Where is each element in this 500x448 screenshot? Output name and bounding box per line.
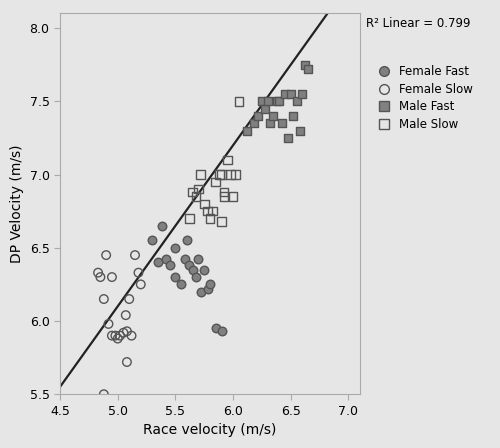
Point <box>204 207 212 215</box>
Point <box>206 281 214 288</box>
Point <box>300 61 308 68</box>
Point <box>123 358 131 366</box>
Point <box>197 288 205 295</box>
Point <box>128 332 136 339</box>
Point <box>298 90 306 98</box>
Point <box>204 285 212 293</box>
Point <box>270 112 278 120</box>
Point <box>275 98 283 105</box>
Point <box>104 320 112 327</box>
Point <box>208 207 216 215</box>
Point <box>154 259 162 266</box>
Point <box>200 200 208 207</box>
Point <box>102 251 110 258</box>
Point <box>112 332 120 339</box>
Point <box>131 251 139 258</box>
Point <box>218 218 226 225</box>
Point <box>254 112 262 120</box>
Point <box>183 237 191 244</box>
Point <box>197 171 205 178</box>
Point <box>284 134 292 142</box>
Point <box>243 127 251 134</box>
Point <box>134 269 142 276</box>
Point <box>273 98 281 105</box>
Point <box>304 65 312 73</box>
Point <box>258 98 266 105</box>
Point <box>200 266 208 273</box>
Point <box>108 273 116 280</box>
Point <box>192 193 200 200</box>
Point <box>116 332 124 339</box>
Point <box>278 120 285 127</box>
Point <box>94 269 102 276</box>
Point <box>120 329 128 336</box>
Point <box>296 127 304 134</box>
Point <box>192 273 200 280</box>
Point <box>177 281 185 288</box>
Point <box>172 244 179 251</box>
Point <box>162 256 170 263</box>
Point <box>232 171 239 178</box>
Point <box>148 237 156 244</box>
Point <box>137 281 145 288</box>
Point <box>218 327 226 335</box>
Point <box>158 222 166 229</box>
Point <box>212 178 220 185</box>
Point <box>218 171 226 178</box>
Point <box>96 273 104 280</box>
Point <box>287 90 295 98</box>
Point <box>180 256 188 263</box>
Point <box>185 215 193 222</box>
Point <box>122 311 130 319</box>
Point <box>266 120 274 127</box>
Point <box>215 171 223 178</box>
Point <box>206 215 214 222</box>
Point <box>281 90 289 98</box>
Point <box>114 335 122 342</box>
Point <box>194 185 202 193</box>
Point <box>235 98 243 105</box>
Point <box>250 120 258 127</box>
Point <box>224 156 232 164</box>
Point <box>262 105 270 112</box>
Point <box>172 273 179 280</box>
X-axis label: Race velocity (m/s): Race velocity (m/s) <box>144 423 276 437</box>
Point <box>289 112 297 120</box>
Point <box>188 266 196 273</box>
Point <box>185 262 193 269</box>
Point <box>100 391 108 398</box>
Point <box>194 256 202 263</box>
Point <box>212 325 220 332</box>
Point <box>166 262 173 269</box>
Point <box>227 171 235 178</box>
Point <box>108 332 116 339</box>
Point <box>264 98 272 105</box>
Point <box>220 193 228 200</box>
Legend: Female Fast, Female Slow, Male Fast, Male Slow: Female Fast, Female Slow, Male Fast, Mal… <box>372 65 473 131</box>
Point <box>188 189 196 196</box>
Point <box>100 296 108 303</box>
Point <box>229 193 237 200</box>
Point <box>123 327 131 335</box>
Text: R² Linear = 0.799: R² Linear = 0.799 <box>366 17 470 30</box>
Point <box>220 189 228 196</box>
Point <box>292 98 300 105</box>
Y-axis label: DP Velocity (m/s): DP Velocity (m/s) <box>10 145 24 263</box>
Point <box>125 296 133 303</box>
